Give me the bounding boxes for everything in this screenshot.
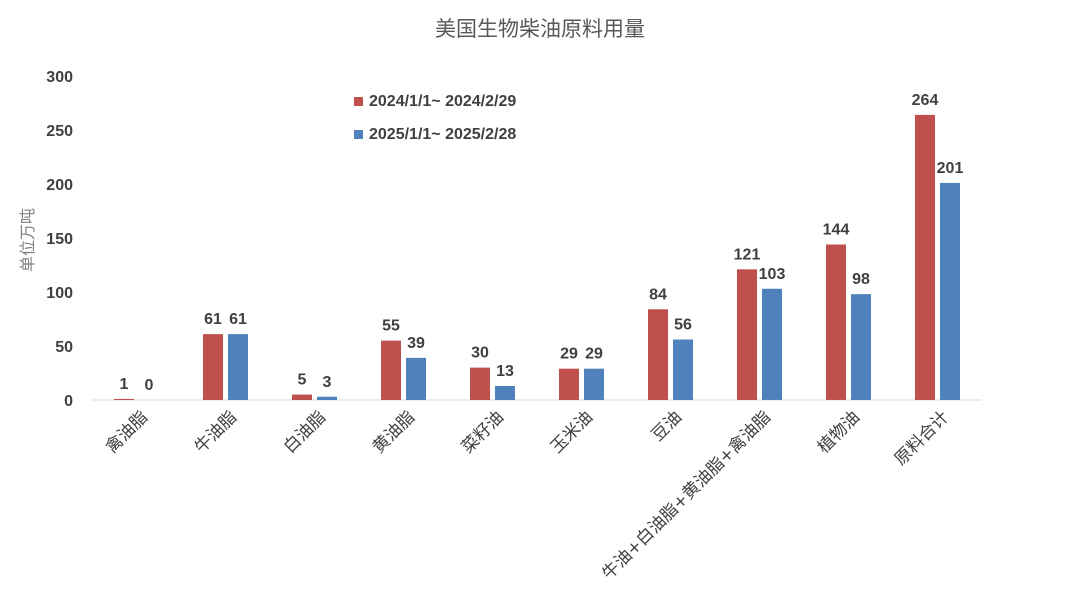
- x-tick-label: 黄油脂: [369, 407, 419, 457]
- x-tick-label: 牛油+白油脂+黄油脂+禽油脂: [598, 407, 775, 584]
- y-tick-label: 100: [46, 285, 73, 302]
- legend-label: 2025/1/1~ 2025/2/28: [369, 126, 516, 143]
- bar-2024: [737, 269, 757, 400]
- x-tick-label: 植物油: [814, 407, 864, 457]
- bar-2024: [203, 334, 223, 400]
- bar-2025: [940, 182, 960, 400]
- y-tick-label: 0: [64, 393, 73, 410]
- data-label: 29: [585, 346, 603, 363]
- legend-label: 2024/1/1~ 2024/2/29: [369, 93, 516, 110]
- x-tick-label: 玉米油: [547, 407, 597, 457]
- data-label: 56: [674, 317, 692, 334]
- y-tick-label: 300: [46, 69, 73, 86]
- bar-2025: [495, 385, 515, 400]
- data-label: 30: [471, 345, 489, 362]
- x-tick-label: 原料合计: [891, 407, 953, 469]
- bar-2024: [915, 114, 935, 400]
- data-label: 5: [298, 372, 307, 389]
- data-label: 29: [560, 346, 578, 363]
- x-tick-label: 白油脂: [280, 407, 330, 457]
- data-label: 39: [407, 335, 425, 352]
- data-label: 55: [382, 318, 400, 335]
- data-label: 3: [323, 374, 332, 391]
- y-tick-label: 250: [46, 123, 73, 140]
- legend-swatch: [354, 130, 363, 139]
- bar-2025: [673, 339, 693, 400]
- bar-2025: [584, 368, 604, 400]
- data-label: 61: [204, 311, 222, 328]
- legend-swatch: [354, 97, 363, 106]
- bar-2025: [406, 357, 426, 400]
- bar-2024: [114, 398, 134, 400]
- bars: [114, 114, 960, 400]
- data-label: 201: [937, 160, 964, 177]
- x-tick-label: 牛油脂: [191, 407, 241, 457]
- x-tick-label: 禽油脂: [102, 407, 152, 457]
- data-label: 144: [823, 221, 850, 238]
- y-tick-label: 150: [46, 231, 73, 248]
- bar-2025: [317, 396, 337, 400]
- data-label: 98: [852, 271, 870, 288]
- bar-2025: [762, 288, 782, 400]
- data-label: 264: [912, 92, 939, 109]
- data-label: 61: [229, 311, 247, 328]
- data-label: 84: [649, 286, 667, 303]
- x-tick-label: 菜籽油: [458, 407, 508, 457]
- data-label: 0: [145, 377, 154, 394]
- data-label: 121: [734, 246, 761, 263]
- data-label: 13: [496, 363, 514, 380]
- legend: 2024/1/1~ 2024/2/29 2025/1/1~ 2025/2/28: [354, 93, 516, 143]
- y-axis-label: 单位万吨: [18, 208, 37, 272]
- chart-title: 美国生物柴油原料用量: [435, 17, 645, 41]
- bar-2025: [851, 294, 871, 400]
- x-tick-label: 豆油: [648, 407, 686, 445]
- bar-2024: [559, 368, 579, 400]
- bar-2024: [470, 367, 490, 400]
- data-label: 1: [120, 376, 129, 393]
- y-tick-label: 200: [46, 177, 73, 194]
- bar-2025: [228, 334, 248, 400]
- bar-2024: [381, 340, 401, 400]
- bar-2024: [826, 244, 846, 400]
- bar-2024: [292, 394, 312, 400]
- y-axis: 0 50 100 150 200 250 300: [46, 69, 73, 410]
- data-label: 103: [759, 266, 786, 283]
- bar-2024: [648, 309, 668, 400]
- y-tick-label: 50: [55, 339, 73, 356]
